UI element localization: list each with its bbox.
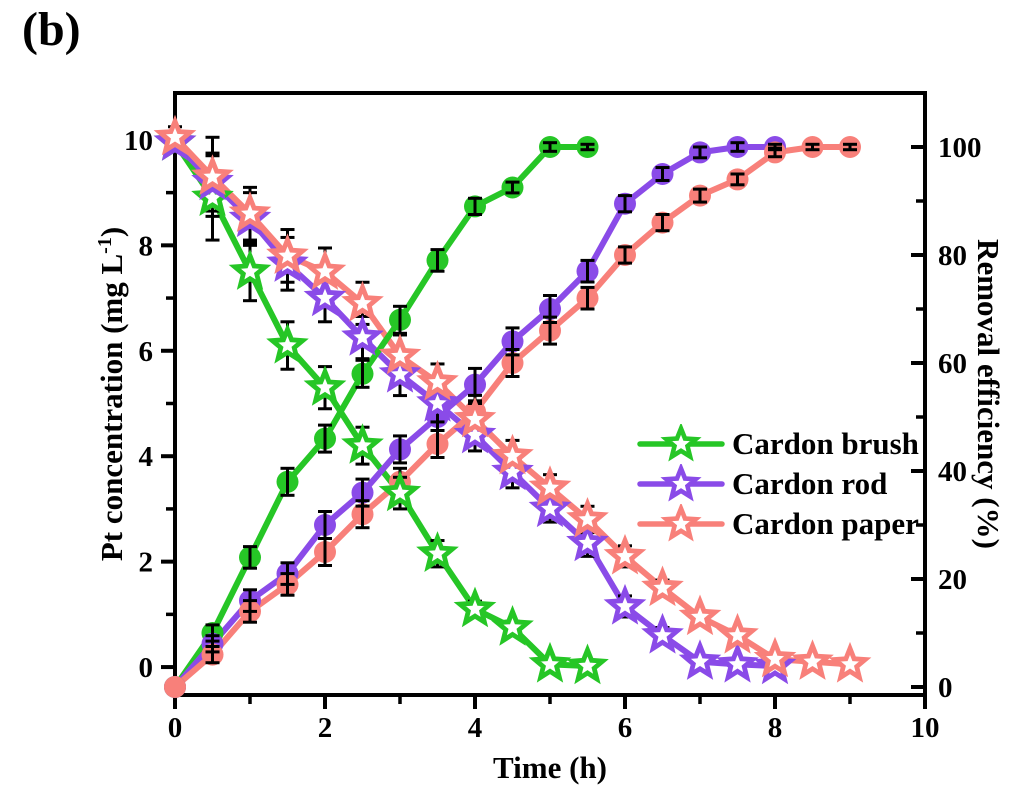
legend-star-marker-purple [637, 464, 725, 502]
svg-text:0: 0 [938, 672, 953, 704]
y-left-title-superscript: -1 [93, 237, 116, 254]
svg-text:2: 2 [318, 712, 333, 744]
legend: Cardon brush Cardon rod Cardon paper [636, 424, 919, 544]
x-axis-title: Time (h) [493, 750, 607, 785]
y-right-axis-title: Removal efficiency (%) [971, 239, 1006, 549]
svg-text:6: 6 [139, 336, 154, 368]
panel-label: (b) [22, 3, 81, 56]
svg-text:8: 8 [139, 230, 154, 262]
svg-text:20: 20 [938, 564, 967, 596]
y-left-axis-title: Pt concentration (mg L-1) [94, 227, 130, 561]
legend-star-marker-green [637, 424, 725, 462]
svg-text:0: 0 [139, 652, 154, 684]
svg-text:0: 0 [168, 712, 183, 744]
svg-text:4: 4 [139, 441, 154, 473]
svg-text:60: 60 [938, 348, 967, 380]
svg-text:80: 80 [938, 240, 967, 272]
svg-text:40: 40 [938, 456, 967, 488]
legend-item-cardon-paper: Cardon paper [636, 504, 919, 544]
legend-star-marker-salmon [637, 504, 725, 542]
svg-text:10: 10 [124, 125, 153, 157]
legend-label-cardon-brush: Cardon brush [732, 426, 919, 461]
svg-text:6: 6 [618, 712, 633, 744]
legend-label-cardon-rod: Cardon rod [732, 466, 888, 501]
svg-text:10: 10 [911, 712, 940, 744]
svg-text:100: 100 [938, 132, 982, 164]
legend-item-cardon-brush: Cardon brush [636, 424, 919, 464]
svg-text:2: 2 [139, 547, 154, 579]
svg-text:8: 8 [768, 712, 783, 744]
legend-item-cardon-rod: Cardon rod [636, 464, 919, 504]
y-left-title-close-paren: ) [94, 226, 130, 238]
svg-text:4: 4 [468, 712, 483, 744]
y-left-title-text: Pt concentration (mg L [94, 253, 130, 562]
legend-label-cardon-paper: Cardon paper [732, 506, 919, 541]
